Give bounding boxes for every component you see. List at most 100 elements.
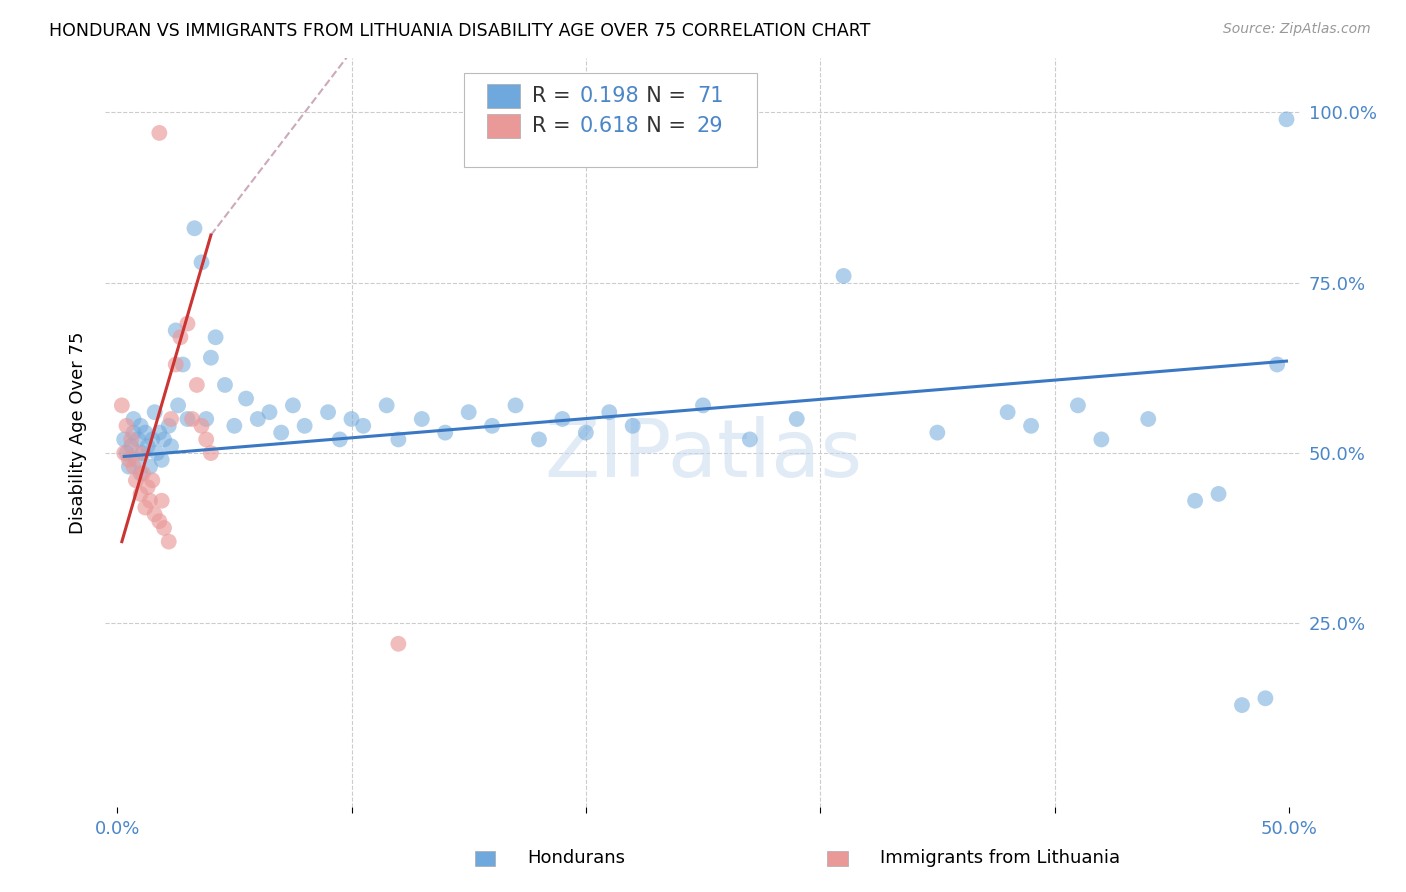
Point (1019, 418, 1042, 433)
FancyBboxPatch shape (475, 851, 495, 866)
Point (115, 418, 138, 433)
Point (527, 433, 550, 447)
Point (132, 446, 155, 460)
Point (111, 398, 134, 412)
Point (204, 330, 226, 344)
Point (129, 418, 152, 433)
Text: R =: R = (531, 116, 576, 136)
Point (387, 433, 409, 447)
Text: 71: 71 (697, 87, 723, 106)
Point (157, 534, 180, 549)
Point (214, 378, 236, 392)
Point (136, 480, 159, 494)
Point (134, 500, 156, 515)
Y-axis label: Disability Age Over 75: Disability Age Over 75 (69, 331, 87, 534)
Point (167, 398, 190, 412)
Point (143, 405, 166, 419)
Point (235, 392, 257, 406)
Point (143, 508, 166, 522)
Point (172, 358, 194, 372)
Point (141, 433, 163, 447)
Point (1184, 493, 1206, 508)
FancyBboxPatch shape (486, 114, 520, 138)
Point (186, 378, 208, 392)
Text: 0.198: 0.198 (579, 87, 640, 106)
Point (112, 446, 135, 460)
Point (127, 446, 149, 460)
Point (340, 412, 363, 426)
Point (125, 473, 148, 487)
Point (786, 412, 808, 426)
Point (434, 425, 457, 440)
Point (1137, 412, 1160, 426)
Point (927, 425, 949, 440)
Point (146, 446, 169, 460)
Point (122, 412, 145, 426)
Point (1230, 698, 1253, 712)
Point (1090, 433, 1112, 447)
Point (352, 418, 374, 433)
Point (129, 487, 152, 501)
Point (505, 398, 527, 412)
Point (575, 425, 598, 440)
FancyBboxPatch shape (464, 73, 756, 167)
Point (181, 412, 204, 426)
Point (832, 268, 855, 283)
Point (139, 493, 162, 508)
Text: N =: N = (634, 87, 693, 106)
Point (1265, 358, 1288, 372)
Point (150, 493, 173, 508)
Point (195, 433, 218, 447)
Point (1254, 691, 1277, 706)
Point (134, 425, 156, 440)
Point (122, 459, 145, 474)
Point (120, 439, 142, 453)
Text: 0.618: 0.618 (579, 116, 640, 136)
Point (316, 405, 339, 419)
Point (136, 439, 159, 453)
Point (165, 323, 187, 337)
Point (112, 433, 135, 447)
Point (294, 418, 316, 433)
Point (375, 398, 398, 412)
Text: R =: R = (531, 87, 576, 106)
Point (176, 412, 198, 426)
Point (148, 514, 170, 528)
Point (200, 351, 222, 365)
Point (160, 439, 183, 453)
Point (200, 446, 222, 460)
Point (125, 453, 148, 467)
Point (141, 473, 163, 487)
Point (598, 405, 620, 419)
Point (997, 405, 1019, 419)
Point (259, 405, 281, 419)
FancyBboxPatch shape (486, 84, 520, 108)
Point (621, 418, 644, 433)
Point (127, 433, 149, 447)
Point (118, 453, 141, 467)
Point (176, 317, 198, 331)
Point (160, 412, 183, 426)
Point (224, 418, 246, 433)
Point (190, 418, 212, 433)
Point (153, 521, 176, 535)
Point (115, 446, 138, 460)
Point (157, 418, 180, 433)
Point (118, 459, 141, 474)
Text: ZIPatlas: ZIPatlas (544, 416, 862, 494)
Point (169, 330, 191, 344)
Point (246, 412, 269, 426)
FancyBboxPatch shape (827, 851, 848, 866)
Point (139, 459, 162, 474)
Point (329, 433, 352, 447)
Point (129, 467, 152, 481)
Point (165, 358, 187, 372)
Text: Hondurans: Hondurans (527, 849, 626, 867)
Point (132, 467, 155, 481)
Point (692, 398, 714, 412)
Point (1208, 487, 1230, 501)
Text: 29: 29 (697, 116, 724, 136)
Point (1275, 112, 1298, 127)
Point (481, 418, 503, 433)
Point (411, 412, 433, 426)
